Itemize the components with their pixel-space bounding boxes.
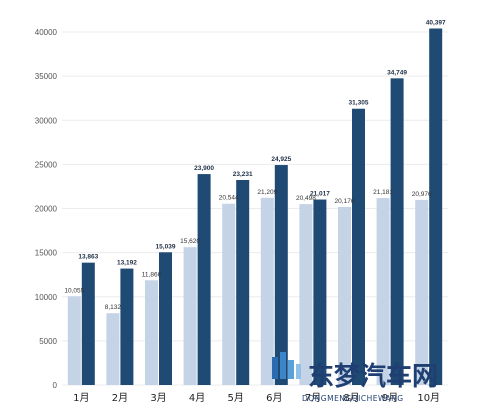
x-tick-label: 4月 <box>189 392 205 404</box>
watermark-subtext: DONGMENGQICHEWANG <box>302 394 404 403</box>
bar-series-1 <box>415 199 429 385</box>
bar-series-1 <box>376 198 390 385</box>
y-tick-label: 25000 <box>35 160 58 169</box>
data-label: 20,976 <box>412 191 432 198</box>
x-tick-label: 7月 <box>305 392 321 404</box>
data-label: 31,305 <box>349 100 369 107</box>
bar-series-1 <box>260 197 274 385</box>
data-label: 21,209 <box>257 189 277 196</box>
x-tick-label: 5月 <box>228 392 244 404</box>
data-label: 34,749 <box>387 69 407 76</box>
y-tick-label: 35000 <box>35 72 58 81</box>
x-tick-label: 9月 <box>382 392 398 404</box>
y-axis: 0 5000 10000 15000 20000 25000 30000 35000 40000 <box>35 28 58 390</box>
x-tick-label: 8月 <box>343 392 359 404</box>
data-label: 11,866 <box>142 271 162 278</box>
data-label: 20,498 <box>296 195 316 202</box>
data-label: 21,181 <box>373 189 393 196</box>
bar-series-1 <box>67 296 81 385</box>
data-label: 20,176 <box>335 198 355 205</box>
watermark: 东梦汽车网 DONGMENGQICHEWANG <box>272 352 438 403</box>
bar-series-1 <box>106 313 120 385</box>
x-tick-label: 3月 <box>150 392 166 404</box>
y-tick-label: 20000 <box>35 205 58 214</box>
bar-series-1 <box>299 204 313 385</box>
x-tick-label: 10月 <box>417 392 440 404</box>
bar-series-2 <box>81 262 95 385</box>
x-axis: 1月 2月 3月 4月 5月 6月 7月 8月 9月 10月 <box>73 392 440 404</box>
bar-series-2 <box>120 268 134 385</box>
bar-series-1 <box>145 280 158 385</box>
x-tick-label: 6月 <box>266 392 282 404</box>
bar-series-1 <box>222 203 236 385</box>
data-label: 23,900 <box>194 165 214 172</box>
data-label: 8,132 <box>105 304 122 311</box>
bar-series-2 <box>429 28 443 386</box>
bar-series-2 <box>352 108 365 386</box>
y-tick-label: 5000 <box>39 337 57 346</box>
data-label: 24,925 <box>271 156 291 163</box>
grid-lines <box>62 31 448 386</box>
bar-series-2 <box>197 174 211 385</box>
data-label: 15,620 <box>180 238 200 245</box>
x-tick-label: 1月 <box>73 392 89 404</box>
bar-series-2 <box>274 165 288 385</box>
bar-series-1 <box>338 206 351 385</box>
watermark-text: 东梦汽车网 <box>308 361 438 392</box>
bar-series-2 <box>236 179 250 385</box>
y-tick-label: 0 <box>53 381 58 390</box>
y-tick-label: 40000 <box>35 28 58 37</box>
bar-series-2 <box>390 78 404 385</box>
data-label: 10,055 <box>64 287 84 294</box>
bar-series-2 <box>159 252 172 385</box>
data-label: 13,863 <box>78 254 98 261</box>
bars <box>67 28 443 386</box>
data-labels: 10,055 13,863 8,132 13,192 11,866 15,039 15,62… <box>64 19 446 311</box>
data-label: 40,397 <box>426 19 446 26</box>
bar-series-1 <box>183 247 197 385</box>
watermark-logo-icon <box>272 352 301 379</box>
y-tick-label: 30000 <box>35 116 58 125</box>
data-label: 23,231 <box>233 171 253 178</box>
data-label: 13,192 <box>117 260 137 267</box>
bar-series-2 <box>313 199 327 385</box>
y-tick-label: 10000 <box>35 293 58 302</box>
data-label: 15,039 <box>156 243 176 250</box>
x-tick-label: 2月 <box>112 392 128 404</box>
y-tick-label: 15000 <box>35 249 58 258</box>
data-label: 21,017 <box>310 191 330 198</box>
data-label: 20,544 <box>219 195 239 202</box>
